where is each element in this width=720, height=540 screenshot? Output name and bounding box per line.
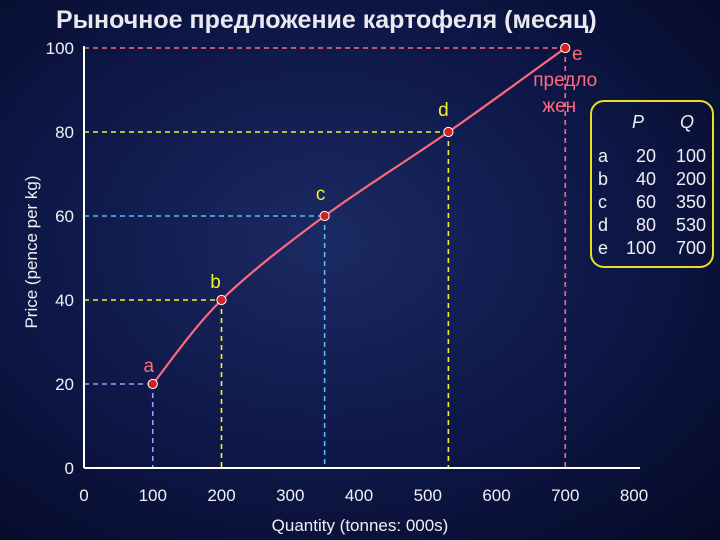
x-tick-label: 600: [482, 486, 510, 505]
table-cell-p: 40: [635, 169, 656, 189]
x-tick-label: 100: [139, 486, 167, 505]
table-cell-p: 80: [635, 215, 656, 235]
table-header-p: P: [632, 112, 645, 132]
table-cell-q: 100: [675, 146, 706, 166]
y-tick-label: 20: [55, 375, 74, 394]
data-table: P Q a 20 100 b 40 200 c 60 350 d 80 530 e 100 700: [590, 100, 714, 268]
y-tick-label: 100: [46, 39, 74, 58]
x-tick-labels: 0 100 200 300 400 500 600 700 800: [79, 486, 648, 505]
point-label-c: c: [316, 184, 326, 205]
table-cell-q: 200: [675, 169, 706, 189]
x-tick-label: 200: [207, 486, 235, 505]
point-a: [147, 378, 158, 390]
y-tick-label: 0: [65, 459, 74, 478]
point-label-b: b: [210, 272, 221, 293]
x-tick-label: 400: [345, 486, 373, 505]
y-tick-label: 60: [55, 207, 74, 226]
table-cell-p: 60: [635, 192, 656, 212]
x-tick-label: 0: [79, 486, 88, 505]
x-tick-label: 500: [414, 486, 442, 505]
table-cell-q: 530: [675, 215, 706, 235]
table-row-label: e: [598, 238, 609, 258]
y-axis-label: Price (pence per kg): [22, 175, 41, 328]
x-tick-label: 700: [551, 486, 579, 505]
point-label-d: d: [438, 100, 449, 121]
table-cell-q: 350: [675, 192, 706, 212]
y-tick-label: 80: [55, 123, 74, 142]
point-c: [319, 210, 330, 222]
overlay-line: предло: [533, 70, 597, 91]
table-row-label: d: [598, 215, 609, 235]
point-b: [216, 294, 227, 306]
x-axis-label: Quantity (tonnes: 000s): [272, 516, 449, 535]
point-e: [560, 42, 571, 54]
table-row-label: c: [598, 192, 607, 212]
data-points: [147, 42, 571, 390]
axes: [83, 46, 640, 469]
table-cell-p: 20: [635, 146, 656, 166]
x-tick-label: 300: [276, 486, 304, 505]
overlay-line: жен: [542, 96, 576, 117]
point-label-a: a: [143, 356, 154, 377]
overlay-text: e предло жен: [533, 44, 597, 117]
guide-lines: [84, 47, 567, 468]
table-cell-p: 100: [625, 238, 656, 258]
y-tick-labels: 0 20 40 60 80 100: [46, 39, 74, 478]
overlay-line: e: [572, 44, 583, 65]
table-cell-q: 700: [675, 238, 706, 258]
point-d: [443, 126, 454, 138]
table-row-label: b: [598, 169, 609, 189]
y-tick-label: 40: [55, 291, 74, 310]
chart-title: Рыночное предложение картофеля (месяц): [56, 6, 597, 34]
table-header-q: Q: [680, 112, 695, 132]
table-row-label: a: [598, 146, 609, 166]
x-tick-label: 800: [620, 486, 648, 505]
